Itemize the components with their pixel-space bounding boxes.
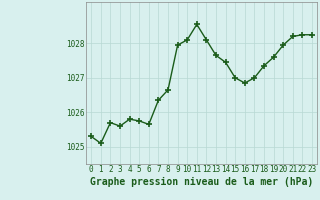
X-axis label: Graphe pression niveau de la mer (hPa): Graphe pression niveau de la mer (hPa) bbox=[90, 177, 313, 187]
